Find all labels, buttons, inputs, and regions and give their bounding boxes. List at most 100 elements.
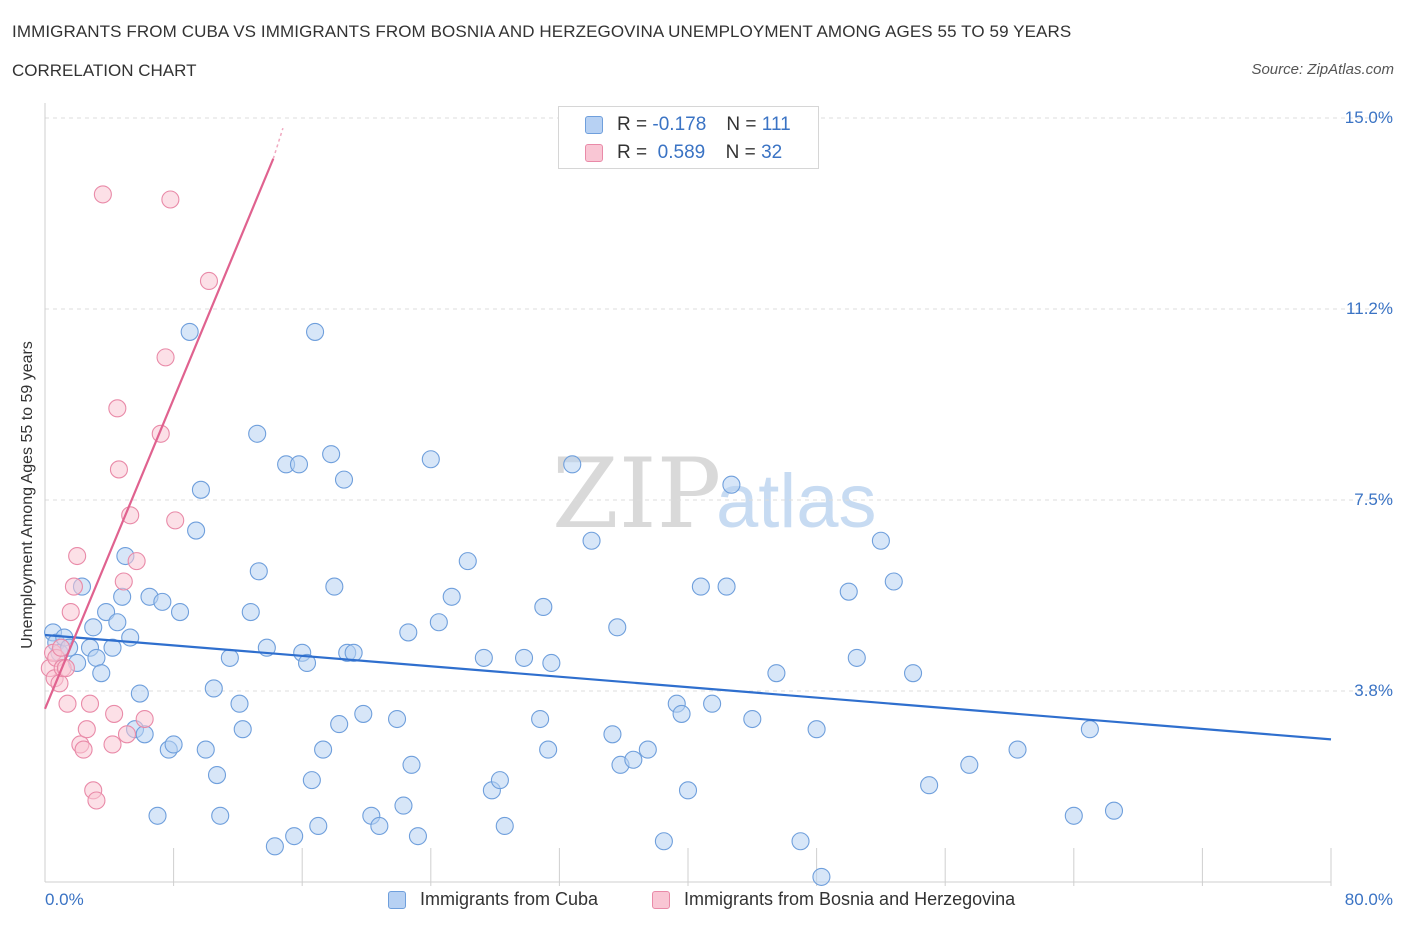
point-cuba [717, 577, 736, 596]
point-bosnia [135, 709, 154, 729]
point-bosnia [61, 603, 80, 622]
bottom-legend-swatch-cuba [388, 890, 406, 909]
point-cuba [767, 664, 786, 683]
point-cuba [960, 755, 979, 774]
point-cuba [113, 587, 132, 606]
bottom-legend-swatch-bosnia [652, 890, 670, 909]
trend-lines [43, 127, 1332, 741]
point-cuba [204, 679, 223, 698]
point-cuba [309, 816, 328, 836]
legend-row-bosnia: R = 0.589 N = 32 [585, 142, 782, 164]
point-cuba [130, 684, 149, 703]
legend-swatch-cuba [585, 116, 603, 134]
point-cuba [514, 648, 534, 667]
point-cuba [297, 653, 317, 673]
legend-swatch-bosnia [585, 144, 603, 162]
point-bosnia [74, 740, 93, 759]
legend-n-label: N = [726, 114, 757, 135]
point-cuba [135, 725, 154, 744]
point-cuba [170, 603, 190, 622]
point-bosnia [64, 577, 83, 596]
point-cuba [84, 618, 103, 637]
point-cuba [180, 322, 199, 341]
point-bosnia [87, 791, 106, 810]
point-cuba [191, 480, 210, 499]
y-tick-label: 15.0% [1344, 108, 1393, 127]
watermark-zip: ZIP [552, 438, 721, 550]
point-cuba [563, 455, 582, 474]
point-bosnia [199, 271, 219, 291]
point-bosnia [166, 511, 185, 530]
legend-r-value-bosnia: 0.589 [657, 142, 706, 163]
point-cuba [703, 694, 722, 713]
point-cuba [387, 709, 407, 729]
point-cuba [314, 740, 333, 759]
point-cuba [812, 867, 831, 886]
y-tick-label: 11.2% [1346, 299, 1393, 318]
bottom-legend-label-cuba: Immigrants from Cuba [420, 889, 599, 909]
point-bosnia [105, 704, 124, 723]
watermark: ZIP atlas [552, 438, 877, 550]
point-cuba [248, 424, 267, 443]
correlation-legend: R = -0.178 N = 111 R = 0.589 N = 32 [558, 106, 819, 169]
point-cuba [534, 597, 553, 617]
y-tick-label: 3.8% [1354, 681, 1393, 700]
legend-r-label: R = [617, 114, 648, 135]
point-cuba [603, 725, 622, 744]
point-cuba [638, 740, 657, 759]
point-cuba [678, 781, 698, 800]
point-cuba [325, 577, 344, 596]
point-bosnia [58, 694, 77, 713]
point-cuba [207, 765, 227, 785]
point-cuba [442, 587, 461, 606]
point-cuba [1080, 720, 1099, 739]
point-bosnia [114, 572, 133, 591]
point-bosnia [127, 552, 146, 571]
point-cuba [691, 577, 710, 596]
point-cuba [108, 613, 127, 632]
point-cuba [399, 623, 418, 642]
point-cuba [722, 475, 741, 494]
point-bosnia [68, 546, 87, 566]
point-bosnia [80, 694, 100, 713]
legend-r-label: R = [617, 142, 648, 163]
gridlines [45, 117, 1391, 692]
point-cuba [322, 445, 341, 464]
point-cuba [1008, 740, 1027, 759]
x-tick-label-min: 0.0% [45, 890, 84, 909]
point-cuba [847, 648, 866, 667]
point-cuba [624, 750, 643, 769]
point-cuba [495, 816, 514, 836]
y-axis-label: Unemployment Among Ages 55 to 59 years [19, 341, 36, 649]
point-cuba [148, 806, 167, 825]
x-tick-label-max: 80.0% [1344, 890, 1393, 909]
point-bosnia [108, 399, 127, 418]
point-cuba [1104, 801, 1124, 820]
point-cuba [334, 470, 354, 489]
point-bosnia [156, 348, 175, 367]
point-cuba [490, 771, 509, 790]
point-bosnia [161, 190, 180, 209]
point-cuba [871, 531, 890, 550]
point-cuba [220, 648, 239, 667]
point-cuba [429, 613, 448, 632]
y-tick-label: 7.5% [1354, 490, 1393, 509]
point-cuba [306, 322, 325, 341]
point-cuba [531, 709, 550, 729]
point-cuba [458, 552, 477, 571]
point-cuba [608, 618, 627, 637]
point-cuba [408, 827, 427, 846]
trend-line-bosnia [43, 158, 275, 710]
point-bosnia [103, 735, 122, 754]
point-cuba [241, 603, 260, 622]
point-cuba [402, 755, 421, 774]
point-cuba [196, 740, 215, 759]
point-cuba [884, 572, 903, 591]
point-cuba [539, 740, 558, 759]
point-cuba [1064, 806, 1083, 825]
legend-row-cuba: R = -0.178 N = 111 [585, 114, 791, 136]
point-cuba [265, 837, 284, 856]
point-cuba [249, 562, 268, 581]
point-cuba [97, 603, 116, 622]
